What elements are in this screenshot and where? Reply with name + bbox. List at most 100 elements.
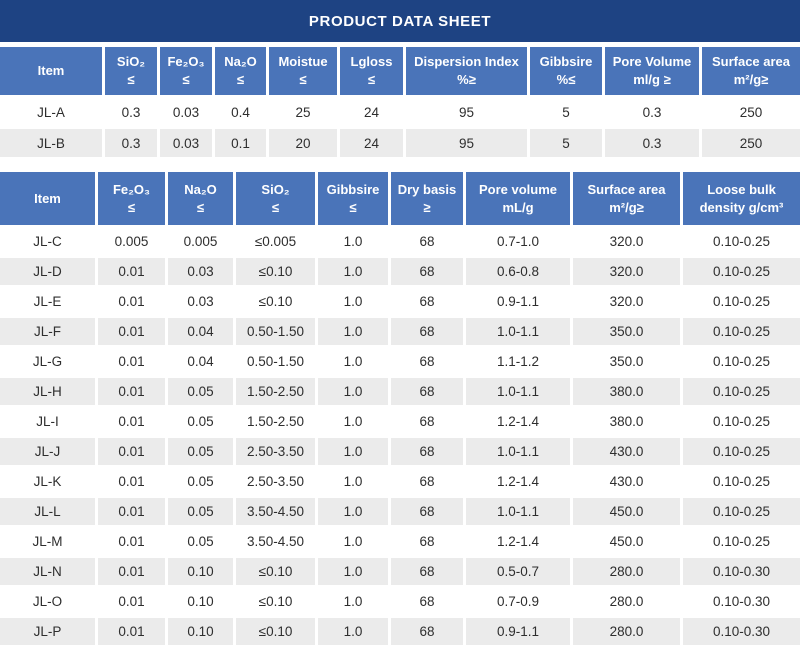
value-cell: 1.0: [318, 348, 391, 378]
value-cell: 430.0: [573, 468, 683, 498]
header-cell-lgloss: Lgloss ≤: [340, 47, 406, 98]
value-cell: 250: [702, 129, 800, 160]
value-cell: 0.05: [168, 498, 236, 528]
value-cell: 0.10-0.25: [683, 288, 800, 318]
value-cell: 1.50-2.50: [236, 408, 318, 438]
header-line2: ≤: [367, 72, 376, 87]
value-cell: 1.1-1.2: [466, 348, 573, 378]
value-cell: 0.01: [98, 588, 168, 618]
value-cell: 0.10-0.25: [683, 318, 800, 348]
value-cell: 1.0: [318, 378, 391, 408]
value-cell: 1.0: [318, 438, 391, 468]
item-cell: JL-D: [0, 258, 98, 288]
value-cell: ≤0.10: [236, 618, 318, 648]
value-cell: 0.3: [605, 129, 702, 160]
header-line1: Pore Volume: [612, 54, 692, 70]
page-title: PRODUCT DATA SHEET: [308, 12, 492, 30]
value-cell: 68: [391, 498, 466, 528]
header-line1: Gibbsire: [539, 54, 593, 70]
value-cell: 0.05: [168, 468, 236, 498]
value-cell: 0.05: [168, 408, 236, 438]
value-cell: 1.0: [318, 558, 391, 588]
header-line1: Fe₂O₃: [112, 181, 151, 197]
header-row: Item SiO₂ ≤ Fe₂O₃ ≤ Na₂O ≤ Moistue ≤ Lgloss ≤…: [0, 47, 800, 98]
value-cell: 20: [269, 129, 340, 160]
item-cell: JL-B: [0, 129, 105, 160]
header-line1: Lgloss: [350, 54, 393, 70]
header-line2: ≥: [423, 199, 431, 215]
table-row: JL-N 0.01 0.10 ≤0.10 1.0 68 0.5-0.7 280.…: [0, 558, 800, 588]
value-cell: 0.05: [168, 528, 236, 558]
value-cell: 0.10-0.25: [683, 438, 800, 468]
value-cell: 0.01: [98, 318, 168, 348]
value-cell: 0.7-1.0: [466, 228, 573, 258]
header-cell-item: Item: [0, 47, 105, 98]
value-cell: 68: [391, 558, 466, 588]
header-cell-pore-volume: Pore volume mL/g: [466, 172, 573, 228]
value-cell: 0.9-1.1: [466, 288, 573, 318]
header-row: Item Fe₂O₃ ≤ Na₂O ≤ SiO₂ ≤ Gibbsire ≤ Dry ba…: [0, 172, 800, 228]
value-cell: 380.0: [573, 378, 683, 408]
value-cell: 1.0-1.1: [466, 378, 573, 408]
table-row: JL-L 0.01 0.05 3.50-4.50 1.0 68 1.0-1.1 …: [0, 498, 800, 528]
value-cell: 0.3: [105, 129, 160, 160]
header-line1: Item: [34, 190, 61, 206]
value-cell: 68: [391, 258, 466, 288]
value-cell: 68: [391, 288, 466, 318]
table-row: JL-H 0.01 0.05 1.50-2.50 1.0 68 1.0-1.1 …: [0, 378, 800, 408]
value-cell: 68: [391, 318, 466, 348]
value-cell: 1.0-1.1: [466, 318, 573, 348]
header-line1: Surface area: [587, 181, 666, 197]
value-cell: 320.0: [573, 258, 683, 288]
value-cell: 0.03: [160, 129, 215, 160]
value-cell: 0.10-0.25: [683, 258, 800, 288]
header-line1: Dispersion Index: [414, 54, 519, 70]
table-row: JL-C 0.005 0.005 ≤0.005 1.0 68 0.7-1.0 3…: [0, 228, 800, 258]
header-cell-sio2: SiO₂ ≤: [236, 172, 318, 228]
value-cell: 0.1: [215, 129, 269, 160]
value-cell: 0.3: [605, 98, 702, 129]
header-line1: Pore volume: [478, 181, 558, 197]
item-cell: JL-M: [0, 528, 98, 558]
table-row: JL-I 0.01 0.05 1.50-2.50 1.0 68 1.2-1.4 …: [0, 408, 800, 438]
header-line1: Moistue: [278, 54, 328, 70]
spec-table-2: Item Fe₂O₃ ≤ Na₂O ≤ SiO₂ ≤ Gibbsire ≤ Dry ba…: [0, 172, 800, 648]
value-cell: ≤0.10: [236, 558, 318, 588]
value-cell: 0.10-0.25: [683, 378, 800, 408]
header-cell-na2o: Na₂O ≤: [168, 172, 236, 228]
value-cell: 0.01: [98, 528, 168, 558]
value-cell: 0.10-0.30: [683, 588, 800, 618]
value-cell: 0.04: [168, 318, 236, 348]
value-cell: 1.2-1.4: [466, 468, 573, 498]
value-cell: ≤0.005: [236, 228, 318, 258]
value-cell: ≤0.10: [236, 288, 318, 318]
value-cell: 68: [391, 408, 466, 438]
value-cell: 1.0: [318, 498, 391, 528]
value-cell: 0.6-0.8: [466, 258, 573, 288]
value-cell: 0.01: [98, 258, 168, 288]
value-cell: 0.01: [98, 498, 168, 528]
value-cell: 1.50-2.50: [236, 378, 318, 408]
header-line2: density g/cm³: [699, 199, 784, 215]
value-cell: 250: [702, 98, 800, 129]
title-bar: PRODUCT DATA SHEET: [0, 0, 800, 42]
value-cell: 1.2-1.4: [466, 528, 573, 558]
value-cell: 1.2-1.4: [466, 408, 573, 438]
item-cell: JL-E: [0, 288, 98, 318]
item-cell: JL-F: [0, 318, 98, 348]
value-cell: 68: [391, 468, 466, 498]
value-cell: 5: [530, 98, 605, 129]
value-cell: 1.0: [318, 528, 391, 558]
value-cell: 0.7-0.9: [466, 588, 573, 618]
value-cell: 280.0: [573, 558, 683, 588]
value-cell: 3.50-4.50: [236, 498, 318, 528]
value-cell: 0.50-1.50: [236, 318, 318, 348]
header-line2: mL/g: [502, 199, 534, 215]
header-line2: %≤: [556, 72, 576, 87]
value-cell: 68: [391, 348, 466, 378]
header-line1: SiO₂: [116, 54, 146, 70]
value-cell: 0.9-1.1: [466, 618, 573, 648]
value-cell: 0.01: [98, 618, 168, 648]
value-cell: 450.0: [573, 498, 683, 528]
header-cell-gibbsire: Gibbsire ≤: [318, 172, 391, 228]
